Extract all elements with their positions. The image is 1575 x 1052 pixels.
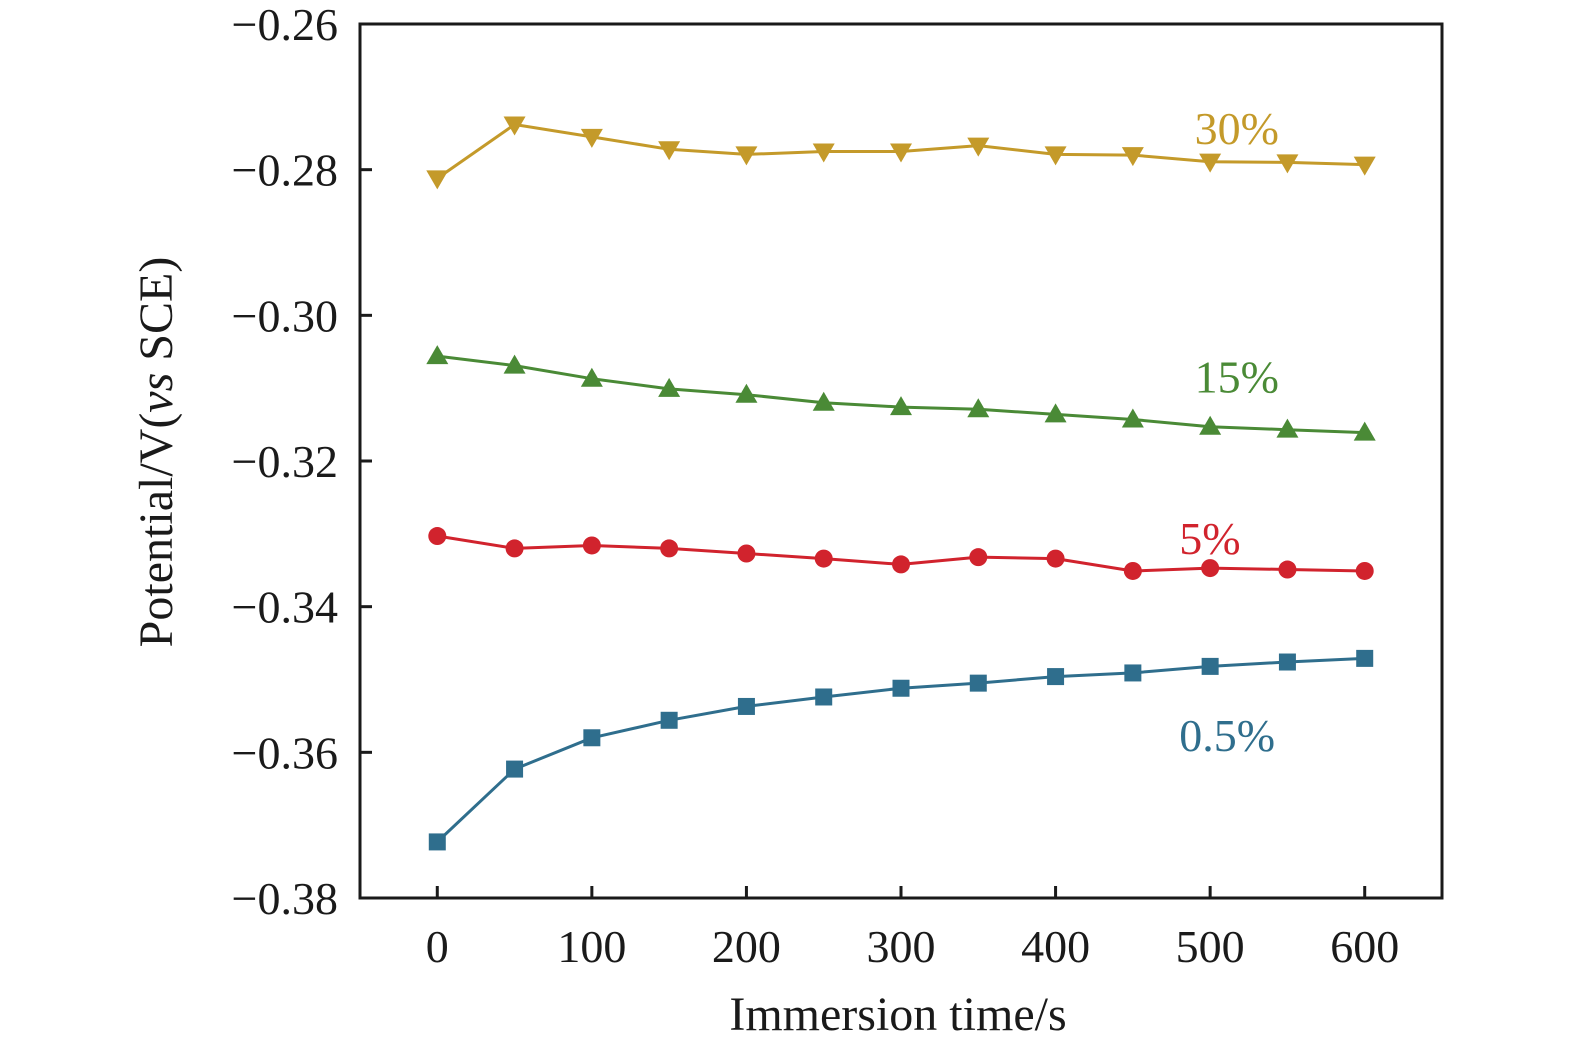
y-axis-title-suffix: SCE) [130, 257, 183, 373]
x-tick-label: 400 [1021, 921, 1090, 972]
series-5pct [428, 527, 1374, 580]
data-point [812, 143, 835, 163]
x-tick-label: 100 [557, 921, 626, 972]
data-point [582, 536, 601, 555]
series-30pct [426, 116, 1376, 190]
data-point [1121, 147, 1144, 167]
data-point [660, 711, 678, 729]
x-axis: 0 100 200 300 400 500 600 [426, 886, 1399, 972]
data-point [426, 170, 449, 190]
series-label-30pct: 30% [1195, 103, 1279, 154]
data-point [583, 729, 601, 747]
series-label-15pct: 15% [1195, 352, 1279, 403]
data-point [892, 555, 910, 574]
data-point [503, 354, 526, 374]
data-point [580, 367, 603, 387]
data-point [1123, 561, 1142, 580]
data-point [1044, 146, 1067, 166]
data-point [737, 544, 756, 563]
y-axis-title: Potential/V(vs SCE) [130, 257, 183, 648]
data-point [815, 688, 833, 706]
series-label-0-5pct: 0.5% [1179, 710, 1275, 761]
data-point [1276, 154, 1299, 174]
data-point [1276, 418, 1299, 438]
data-point [1124, 664, 1142, 682]
series-labels: 30% 15% 5% 0.5% [1179, 103, 1279, 761]
data-point [814, 549, 833, 568]
y-tick-label: −0.38 [232, 873, 338, 924]
data-point [1046, 549, 1065, 568]
x-tick-label: 300 [867, 921, 936, 972]
data-point [426, 345, 449, 365]
data-point [658, 141, 681, 161]
data-point [1121, 408, 1144, 428]
y-axis-title-italic: vs [130, 373, 183, 413]
data-point [969, 548, 988, 567]
data-point [892, 679, 910, 697]
y-tick-label: −0.36 [232, 727, 338, 778]
series-0-5pct [428, 649, 1374, 851]
data-point [1201, 657, 1219, 675]
series-label-5pct: 5% [1179, 513, 1240, 564]
data-point [1278, 560, 1297, 579]
x-axis-title: Immersion time/s [729, 988, 1066, 1041]
data-point [967, 137, 990, 157]
data-point [967, 398, 990, 418]
data-point [1199, 415, 1222, 435]
data-point [1356, 649, 1374, 667]
data-point [812, 391, 835, 411]
data-point [1353, 421, 1376, 441]
x-tick-label: 200 [712, 921, 781, 972]
data-point [658, 377, 681, 397]
x-tick-label: 0 [426, 921, 449, 972]
series-layer [426, 116, 1376, 851]
data-point [969, 674, 987, 692]
data-point [1353, 156, 1376, 176]
data-point [737, 697, 755, 715]
data-point [890, 396, 912, 416]
data-point [735, 383, 758, 403]
y-axis: −0.38 −0.36 −0.34 −0.32 −0.30 −0.28 −0.26 [232, 0, 372, 924]
x-tick-label: 600 [1330, 921, 1399, 972]
data-point [1199, 153, 1222, 173]
data-point [890, 143, 912, 163]
y-tick-label: −0.34 [232, 582, 338, 633]
data-point [506, 760, 524, 778]
y-tick-label: −0.30 [232, 290, 338, 341]
data-point [580, 128, 603, 148]
data-point [1201, 559, 1220, 578]
data-point [735, 146, 758, 166]
data-point [1355, 561, 1374, 580]
y-tick-label: −0.26 [232, 0, 338, 50]
data-point [660, 539, 679, 558]
data-point [1044, 403, 1067, 423]
data-point [428, 833, 446, 851]
data-point [1278, 653, 1296, 671]
y-tick-label: −0.32 [232, 436, 338, 487]
y-tick-label: −0.28 [232, 145, 338, 196]
data-point [503, 116, 526, 136]
data-point [428, 527, 447, 546]
data-point [505, 539, 524, 558]
data-point [1047, 668, 1065, 686]
x-tick-label: 500 [1176, 921, 1245, 972]
series-15pct [426, 345, 1376, 441]
y-axis-title-prefix: Potential/V( [130, 413, 183, 648]
